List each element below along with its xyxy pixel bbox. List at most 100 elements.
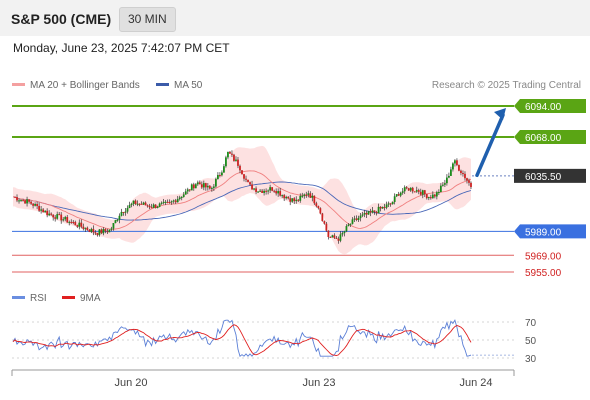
candle-body [108, 229, 111, 233]
candle-body [198, 182, 201, 185]
candle [259, 189, 261, 192]
candle [319, 207, 322, 215]
candle-body [40, 209, 43, 211]
candle [468, 178, 470, 186]
candle-body [307, 193, 310, 195]
candle [443, 179, 446, 188]
candle-body [249, 182, 251, 185]
candle [409, 187, 412, 192]
candle-body [122, 211, 125, 213]
candle-body [216, 174, 219, 180]
candle-body [184, 191, 187, 195]
candle [84, 227, 87, 233]
candle-body [210, 187, 213, 189]
candle-body [86, 227, 89, 230]
candle [375, 210, 378, 216]
candle-body [291, 198, 294, 202]
candle-body [361, 214, 364, 216]
candle-body [98, 229, 101, 235]
candle-body [136, 203, 139, 205]
candle [140, 201, 143, 205]
instrument-title: S&P 500 (CME) [11, 11, 112, 27]
candle-body [68, 221, 71, 223]
candle-body [196, 182, 199, 185]
candle [214, 177, 217, 188]
candle [42, 207, 45, 213]
candle [363, 209, 366, 218]
candle-body [273, 190, 276, 192]
candle-body [331, 235, 334, 238]
candle [369, 208, 372, 217]
candle [321, 212, 324, 222]
candle-body [24, 200, 26, 204]
candle [60, 212, 63, 224]
candle-body [431, 194, 434, 199]
candle-body [407, 188, 410, 191]
candle [204, 182, 207, 191]
candle-body [30, 201, 32, 204]
candle [120, 208, 123, 217]
candle-body [227, 151, 229, 158]
timeframe-badge[interactable]: 30 MIN [119, 7, 176, 32]
candle [150, 203, 153, 209]
candle-body [156, 206, 159, 208]
candle [124, 208, 127, 216]
rsi-tick-50: 50 [525, 336, 537, 347]
candle-body [389, 203, 392, 205]
candle [337, 236, 340, 244]
candle-body [92, 228, 95, 233]
candle [399, 191, 402, 198]
candle-body [221, 172, 223, 176]
candle [180, 196, 183, 201]
candle-body [448, 175, 450, 178]
candle [54, 215, 57, 222]
candle [170, 200, 173, 205]
timestamp: Monday, June 23, 2025 7:42:07 PM CET [13, 41, 230, 55]
candle-body [387, 203, 390, 205]
candle-body [285, 196, 288, 199]
candle-body [283, 195, 286, 199]
candle-body [20, 199, 22, 201]
candle [184, 188, 187, 195]
candle-body [162, 201, 165, 203]
candle-body [186, 189, 189, 192]
candle [245, 175, 247, 183]
candle-body [319, 208, 322, 214]
candle [405, 185, 408, 190]
candle [88, 229, 91, 232]
candle [417, 188, 420, 195]
candle [377, 203, 380, 214]
candle-body [363, 213, 366, 215]
candle-body [391, 202, 394, 205]
candle [208, 185, 211, 190]
candle [317, 205, 320, 210]
candle [38, 202, 41, 213]
candle [80, 219, 83, 229]
candle-body [231, 153, 233, 155]
candle [14, 196, 16, 198]
candle [371, 206, 374, 214]
candle-body [166, 201, 169, 203]
candle [277, 188, 280, 197]
candle [176, 195, 179, 203]
candle-body [206, 185, 209, 188]
candle [341, 231, 344, 237]
candle-body [345, 226, 348, 232]
candle [387, 201, 390, 207]
candle [391, 201, 394, 205]
candle-body [275, 191, 278, 194]
candle [128, 201, 131, 209]
candle-body [383, 206, 386, 208]
candle-body [28, 199, 30, 202]
candle [283, 194, 286, 202]
candle [423, 189, 426, 198]
candle-body [413, 191, 416, 193]
legend-rsi-label: RSI [30, 293, 47, 304]
candle [397, 191, 400, 197]
candle-body [411, 187, 414, 192]
candle [389, 203, 392, 207]
candle [24, 200, 26, 204]
candle [110, 226, 113, 232]
candle-body [439, 185, 442, 193]
